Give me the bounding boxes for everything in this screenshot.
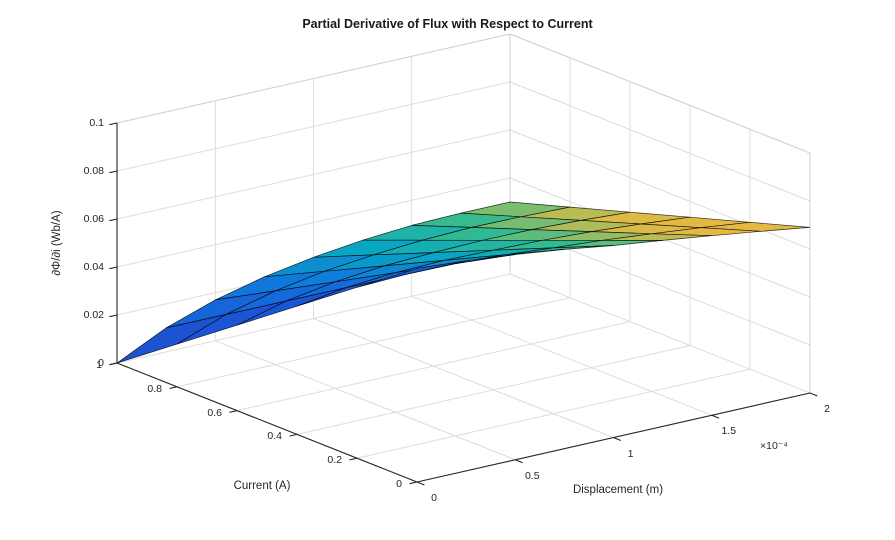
z-tick-label: 0.1 [89, 117, 104, 129]
x-tick-label: 0 [431, 492, 437, 504]
z-tick-label: 0.04 [83, 261, 104, 273]
z-tick-label: 0.06 [83, 213, 104, 225]
z-tick-label: 0 [98, 357, 104, 369]
y-tick-label: 0 [396, 478, 402, 490]
y-tick-label: 0.2 [327, 454, 342, 467]
x-axis-exponent-multiplier: ×10⁻⁴ [760, 440, 788, 452]
z-tick-label: 0.08 [83, 165, 104, 177]
y-tick-label: 0.4 [267, 430, 282, 443]
chart-title: Partial Derivative of Flux with Respect … [302, 17, 593, 31]
z-axis-label: ∂Φ/∂i (Wb/A) [51, 210, 63, 276]
z-tick-label: 0.02 [83, 309, 104, 321]
y-tick-label: 1 [96, 359, 102, 371]
x-tick-label: 1 [627, 447, 634, 460]
y-tick-label: 0.6 [207, 406, 222, 419]
x-tick-label: 1.5 [721, 425, 737, 438]
y-axis-label: Current (A) [233, 480, 291, 492]
x-tick-label: 0.5 [524, 469, 540, 482]
x-axis-label: Displacement (m) [572, 484, 664, 496]
y-tick-label: 0.8 [147, 382, 162, 395]
x-tick-label: 2 [824, 403, 830, 415]
